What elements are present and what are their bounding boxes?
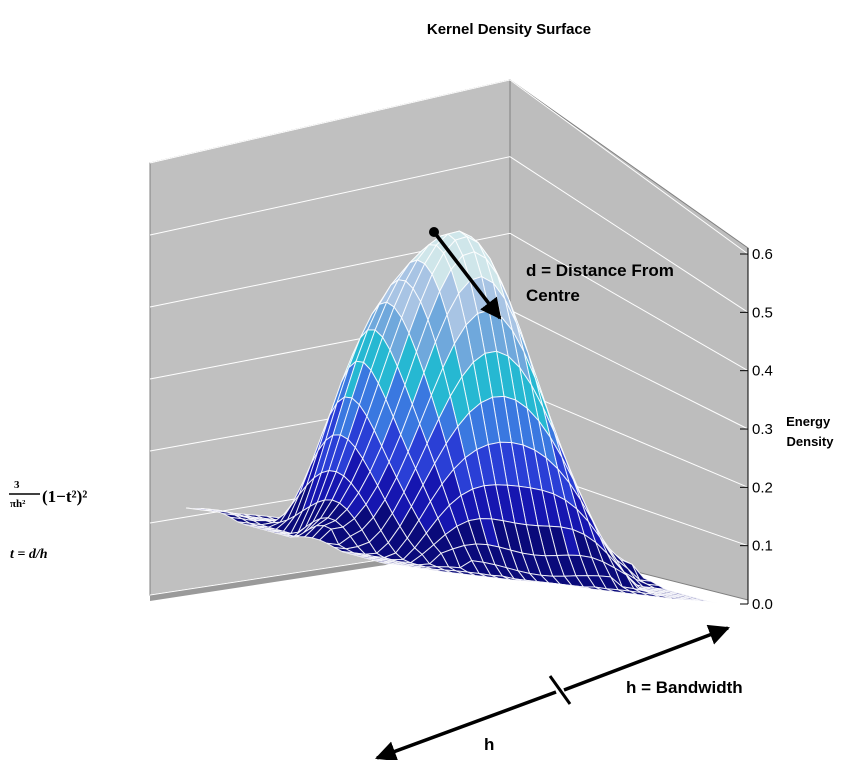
gridline (149, 79, 511, 164)
surface-cell (386, 563, 406, 567)
gridline (149, 156, 511, 236)
gridline (509, 386, 749, 488)
z-tick-label: 0.3 (752, 421, 773, 438)
svg-text:(1−t²)²: (1−t²)² (42, 487, 87, 506)
svg-text:πh²: πh² (10, 498, 26, 510)
z-tick-label: 0.4 (752, 363, 773, 380)
bandwidth-annotation: h = Bandwidth h (375, 624, 743, 760)
z-axis-tick-labels: 0.0 0.1 0.2 0.3 0.4 0.5 0.6 (752, 246, 773, 613)
bandwidth-arrow-left (375, 690, 557, 760)
distance-label-line1: d = Distance From (526, 261, 674, 280)
z-axis-title-line1: Energy (786, 414, 831, 429)
gridline (509, 232, 749, 372)
density-surface (185, 230, 719, 604)
bandwidth-arrow-right (563, 624, 730, 692)
z-tick-label: 0.1 (752, 538, 773, 555)
bandwidth-divider (548, 675, 572, 705)
distance-label: d = Distance From Centre (526, 261, 679, 305)
gridline (509, 156, 749, 313)
distance-arrow (432, 230, 502, 320)
z-axis-title: Energy Density (786, 414, 834, 449)
z-tick-label: 0.5 (752, 304, 773, 321)
gridline (509, 309, 749, 430)
formula-expression: 3 πh² (1−t²)² (9, 479, 87, 510)
h-label: h (484, 735, 494, 754)
z-tick-label: 0.6 (752, 246, 773, 263)
z-axis-ticks (740, 248, 749, 605)
gridline (509, 79, 749, 255)
distance-annotation: d = Distance From Centre (429, 227, 679, 320)
chart-title: Kernel Density Surface (427, 21, 591, 38)
formula-t-definition: t = d/h (10, 547, 48, 562)
distance-label-line2: Centre (526, 286, 580, 305)
kernel-formula: 3 πh² (1−t²)² t = d/h (9, 479, 87, 562)
bandwidth-label: h = Bandwidth (626, 678, 743, 697)
z-tick-label: 0.2 (752, 479, 773, 496)
svg-text:3: 3 (14, 479, 20, 491)
z-tick-label: 0.0 (752, 596, 773, 613)
z-axis-title-line2: Density (787, 434, 835, 449)
